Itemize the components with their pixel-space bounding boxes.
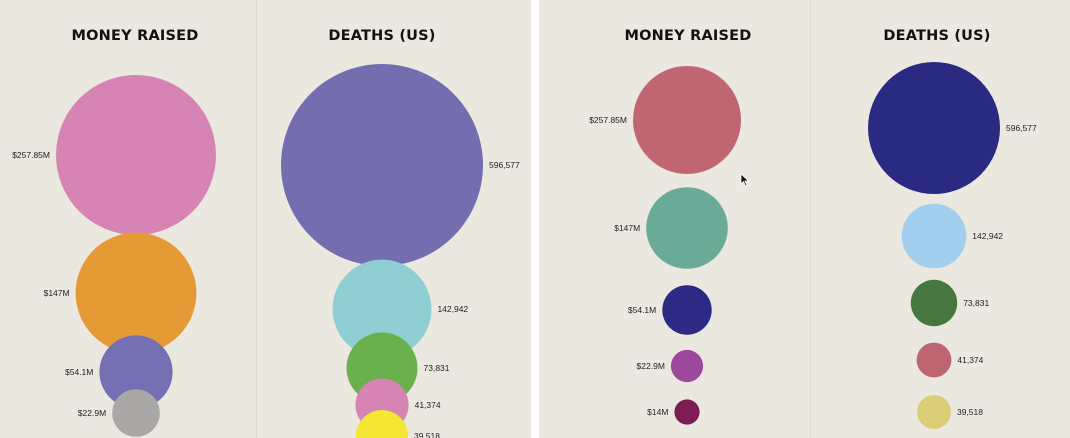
bubble-value-label: 39,518: [957, 407, 983, 417]
bubble-chart-left: $257.85M $147M $54.1M $22.9M 596,577 142,942 7…: [12, 64, 520, 438]
bubble-value-label: $54.1M: [628, 305, 656, 315]
bubble-value-label: 596,577: [1006, 123, 1037, 133]
bubble-value-label: $22.9M: [78, 408, 106, 418]
bubble-value-label: $257.85M: [589, 115, 627, 125]
bubble-value-label: 41,374: [957, 355, 983, 365]
bubble: [670, 349, 704, 383]
bubble: [674, 399, 700, 425]
bubble-value-label: 41,374: [415, 400, 441, 410]
bubble: [910, 279, 958, 327]
bubble: [901, 203, 967, 269]
chart-title-money-raised: MONEY RAISED: [71, 28, 199, 44]
bubble-value-label: $147M: [614, 223, 640, 233]
bubble-value-label: $54.1M: [65, 367, 93, 377]
bubble-value-label: $147M: [44, 288, 70, 298]
bubble: [75, 232, 197, 354]
column-divider: [256, 0, 257, 438]
bubble: [662, 285, 712, 335]
chart-title-deaths-us: DEATHS (US): [883, 28, 991, 44]
bubble: [56, 75, 216, 235]
bubble: [281, 64, 483, 266]
bubble: [356, 410, 408, 438]
bubble: [99, 335, 173, 409]
bubble: [112, 389, 160, 437]
bubble: [332, 259, 432, 359]
bubble-value-label: $14M: [647, 407, 668, 417]
chart-title-money-raised: MONEY RAISED: [624, 28, 752, 44]
column-divider: [810, 0, 811, 438]
bubble: [646, 187, 728, 269]
bubble-value-label: 73,831: [424, 363, 450, 373]
screen-divider: [531, 0, 539, 438]
bubble: [916, 342, 952, 378]
bubble-value-label: 596,577: [489, 160, 520, 170]
bubble-value-label: 142,942: [437, 304, 468, 314]
bubble-value-label: $22.9M: [637, 361, 665, 371]
left-panel: MONEY RAISED DEATHS (US) $257.85M $147M $5…: [0, 0, 531, 438]
bubble: [633, 66, 741, 174]
bubble-value-label: 142,942: [972, 231, 1003, 241]
mouse-cursor-icon: [740, 173, 750, 187]
bubble-value-label: $257.85M: [12, 150, 50, 160]
chart-title-deaths-us: DEATHS (US): [328, 28, 436, 44]
bubble-value-label: 73,831: [963, 298, 989, 308]
bubble: [917, 395, 951, 429]
bubble-value-label: 39,518: [414, 431, 440, 438]
right-panel: MONEY RAISED DEATHS (US) $257.85M $147M $5…: [539, 0, 1070, 438]
bubble: [868, 62, 1000, 194]
bubble-chart-right: $257.85M $147M $54.1M $22.9M $14M 596,577 142,…: [589, 62, 1037, 429]
